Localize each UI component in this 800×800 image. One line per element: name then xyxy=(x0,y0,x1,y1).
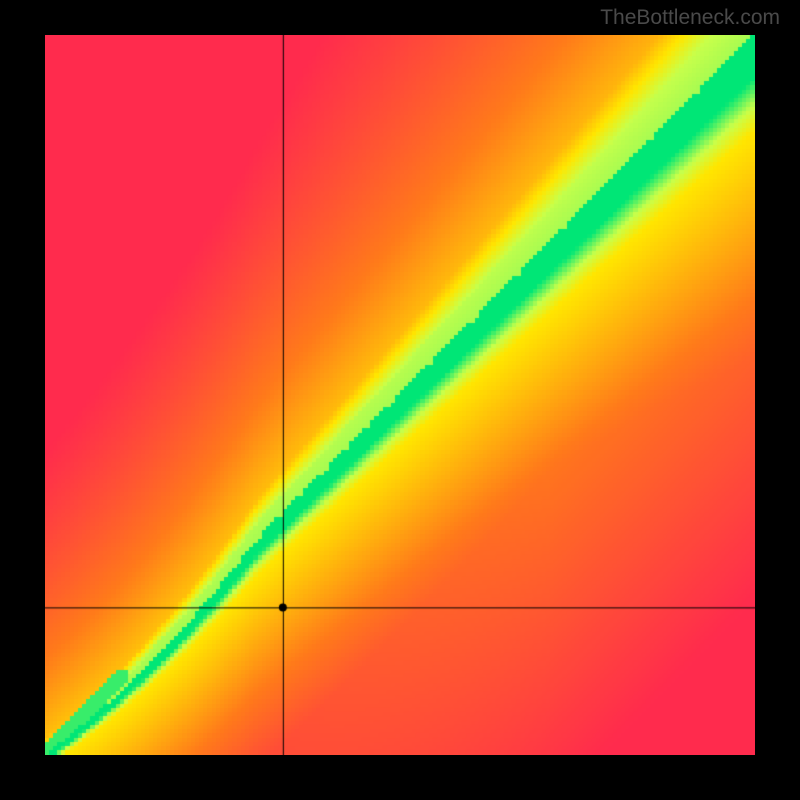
bottleneck-heatmap xyxy=(45,35,755,755)
watermark-text: TheBottleneck.com xyxy=(600,6,780,30)
heatmap-canvas xyxy=(45,35,755,755)
